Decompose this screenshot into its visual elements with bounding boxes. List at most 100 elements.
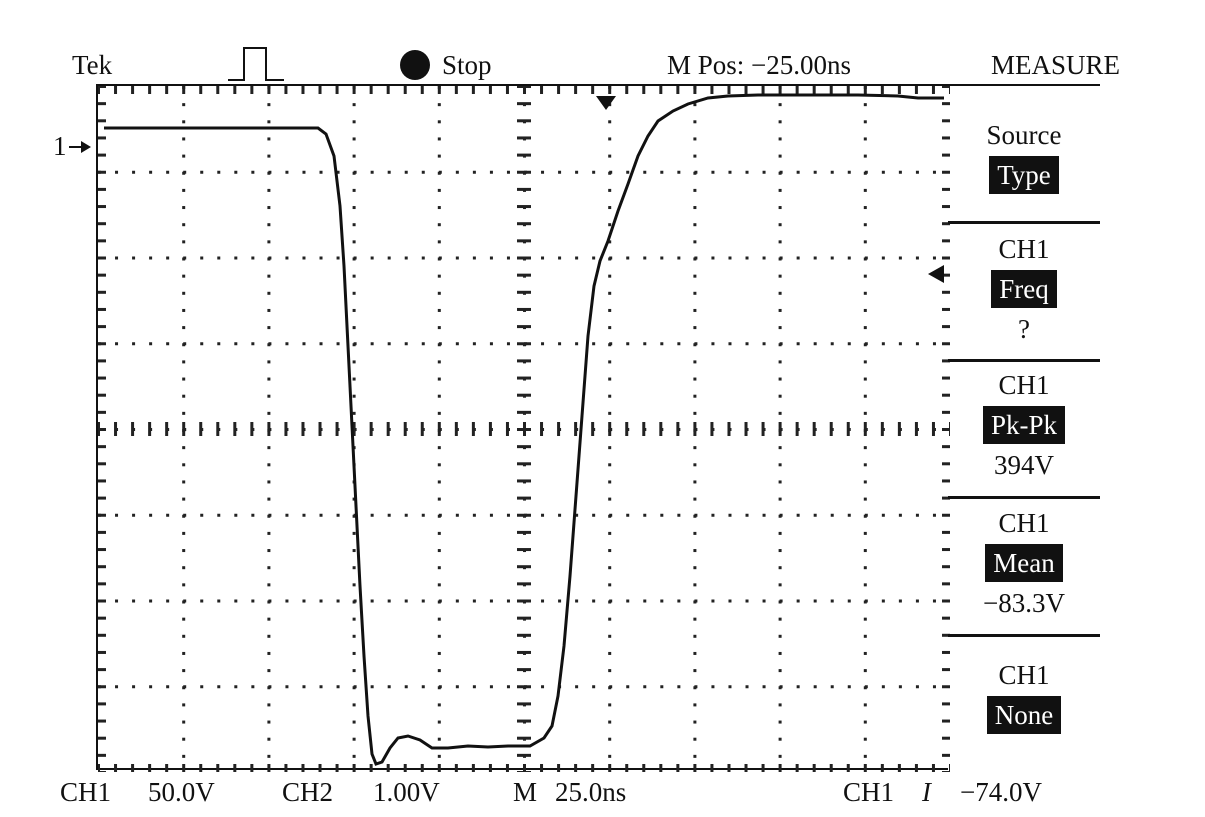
- menu-button-ch1-none[interactable]: CH1 None: [948, 658, 1100, 738]
- grid-dot: [267, 583, 271, 587]
- grid-dot: [251, 256, 255, 260]
- border-tick: [98, 445, 106, 449]
- grid-dot: [778, 240, 782, 244]
- border-tick: [98, 393, 106, 397]
- grid-dot: [778, 206, 782, 210]
- grid-dot: [267, 154, 271, 158]
- border-tick: [471, 86, 475, 94]
- grid-dot: [182, 669, 186, 673]
- grid-dot: [863, 737, 867, 741]
- grid-dot: [693, 326, 697, 330]
- border-tick: [148, 764, 152, 772]
- border-tick: [942, 496, 950, 500]
- grid-dot: [863, 703, 867, 707]
- grid-dot: [421, 599, 425, 603]
- center-axis-tick: [517, 153, 531, 157]
- grid-dot: [592, 685, 596, 689]
- center-axis-tick: [517, 736, 531, 740]
- grid-dot: [813, 342, 817, 346]
- menu-button-source[interactable]: Source Type: [948, 118, 1100, 198]
- center-axis-tick: [659, 422, 663, 436]
- grid-dot: [506, 170, 510, 174]
- grid-dot: [609, 170, 613, 174]
- border-tick: [942, 342, 950, 346]
- center-axis-tick: [386, 422, 390, 436]
- border-tick: [98, 342, 106, 346]
- grid-dot: [778, 188, 782, 192]
- grid-dot: [149, 599, 153, 603]
- border-tick: [199, 764, 203, 772]
- grid-dot: [370, 170, 374, 174]
- grid-dot: [200, 256, 204, 260]
- grid-dot: [558, 513, 562, 517]
- border-tick: [591, 86, 595, 94]
- grid-dot: [863, 188, 867, 192]
- grid-dot: [915, 256, 919, 260]
- grid-dot: [693, 669, 697, 673]
- grid-dot: [745, 256, 749, 260]
- center-axis-tick: [148, 422, 152, 436]
- grid-dot: [438, 685, 442, 689]
- grid-dot: [778, 446, 782, 450]
- border-tick: [931, 86, 935, 94]
- grid-dot: [489, 513, 493, 517]
- border-tick: [778, 764, 782, 772]
- border-tick: [98, 307, 106, 311]
- border-tick: [942, 325, 950, 329]
- border-tick: [318, 86, 322, 94]
- grid-dot: [182, 223, 186, 227]
- grid-dot: [437, 583, 441, 587]
- center-axis-tick: [517, 205, 531, 209]
- border-tick: [942, 136, 950, 140]
- border-tick: [216, 86, 220, 94]
- border-tick: [880, 86, 884, 94]
- grid-dot: [437, 103, 441, 107]
- ch1-scale: 50.0V: [148, 777, 215, 807]
- menu-button-ch1-mean[interactable]: CH1 Mean −83.3V: [948, 506, 1100, 620]
- grid-dot: [217, 170, 221, 174]
- border-tick: [942, 462, 950, 466]
- grid-dot: [778, 703, 782, 707]
- grid-dot: [864, 685, 868, 689]
- grid-dot: [693, 617, 697, 621]
- border-tick: [676, 764, 680, 772]
- grid-dot: [881, 342, 885, 346]
- menu-button-ch1-pkpk[interactable]: CH1 Pk-Pk 394V: [948, 368, 1100, 482]
- grid-dot: [693, 291, 697, 295]
- border-tick: [710, 764, 714, 772]
- grid-dot: [353, 599, 357, 603]
- border-tick: [942, 771, 950, 772]
- grid-dot: [455, 599, 459, 603]
- border-tick: [98, 187, 106, 191]
- grid-dot: [864, 256, 868, 260]
- grid-dot: [863, 669, 867, 673]
- grid-dot: [437, 531, 441, 535]
- menu-button-ch1-freq[interactable]: CH1 Freq ?: [948, 232, 1100, 346]
- grid-dot: [115, 685, 119, 689]
- center-axis-tick: [574, 422, 578, 436]
- grid-dot: [132, 342, 136, 346]
- center-axis-tick: [131, 422, 135, 436]
- grid-dot: [660, 170, 664, 174]
- center-axis-tick: [880, 422, 884, 436]
- center-axis-tick: [608, 422, 612, 436]
- grid-dot: [437, 634, 441, 638]
- center-axis-tick: [710, 422, 714, 436]
- grid-dot: [217, 513, 221, 517]
- border-tick: [98, 136, 106, 140]
- center-axis-tick: [250, 422, 254, 436]
- trigger-level: −74.0V: [960, 777, 1042, 807]
- border-tick: [98, 325, 106, 329]
- grid-dot: [438, 513, 442, 517]
- grid-dot: [489, 599, 493, 603]
- grid-dot: [182, 566, 186, 570]
- grid-dot: [267, 360, 271, 364]
- border-tick: [250, 86, 254, 94]
- grid-dot: [182, 308, 186, 312]
- grid-dot: [830, 599, 834, 603]
- grid-dot: [863, 240, 867, 244]
- grid-dot: [352, 737, 356, 741]
- grid-dot: [778, 669, 782, 673]
- grid-dot: [608, 463, 612, 467]
- border-tick: [165, 86, 169, 94]
